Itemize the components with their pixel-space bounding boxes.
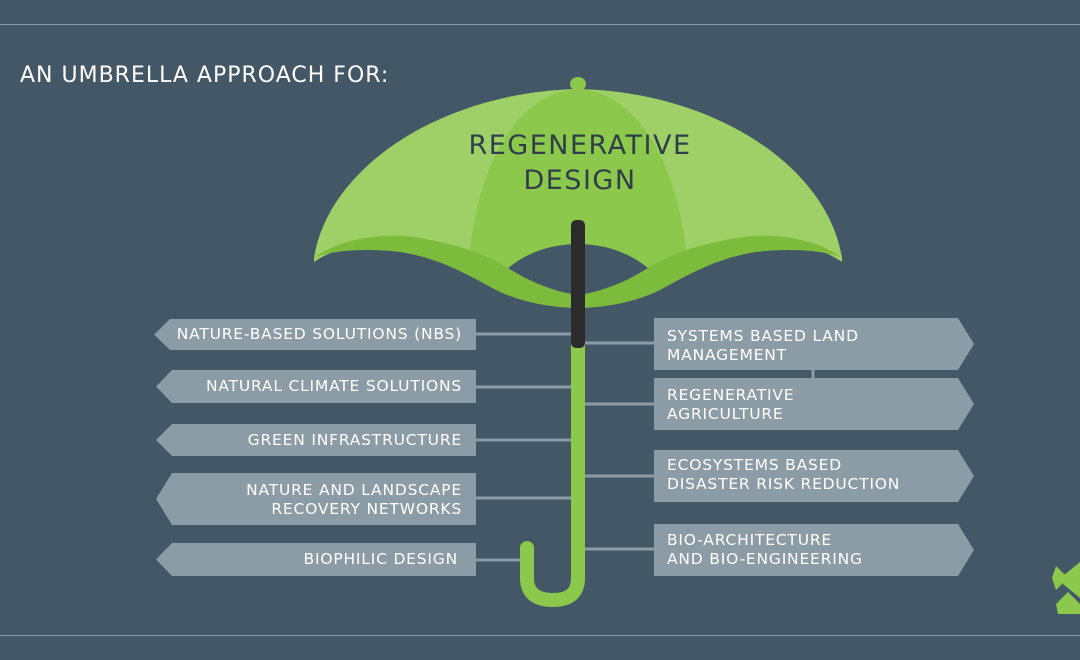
left-tag-5 [156,543,476,576]
right-tag-4 [654,524,974,576]
left-tag-3 [156,424,476,456]
left-tag-label-5: BIOPHILIC DESIGN [303,550,458,568]
umbrella-canopy [314,89,842,308]
green-x-logo-icon [1052,562,1080,614]
right-tag-shapes [654,318,974,576]
bottom-rule [0,635,1080,636]
right-tag-label-3: ECOSYSTEMS BASED DISASTER RISK REDUCTION [667,456,901,493]
umbrella-title-line-2: DESIGN [523,165,637,196]
umbrella-title: REGENERATIVE DESIGN [430,128,730,198]
left-tag-4 [156,473,476,525]
top-rule [0,24,1080,25]
left-tag-2 [156,370,476,403]
left-tag-label-1: NATURE-BASED SOLUTIONS (NBS) [176,325,462,343]
umbrella-shaft [571,220,585,348]
left-tag-shapes [154,319,476,576]
right-tag-label-2: REGENERATIVE AGRICULTURE [667,386,795,423]
left-tag-1 [154,319,476,350]
left-tag-label-4: NATURE AND LANDSCAPE RECOVERY NETWORKS [246,481,462,518]
umbrella-handle [520,333,585,608]
right-tag-3 [654,450,974,502]
right-tag-1 [654,318,974,370]
left-tag-label-3: GREEN INFRASTRUCTURE [247,431,462,449]
right-tag-2 [654,378,974,430]
page-heading: AN UMBRELLA APPROACH FOR: [20,63,390,88]
left-tag-label-2: NATURAL CLIMATE SOLUTIONS [205,377,462,395]
right-tag-label-1: SYSTEMS BASED LAND MANAGEMENT [667,327,859,364]
connector-lines [476,332,654,562]
umbrella-title-line-1: REGENERATIVE [468,130,692,161]
right-tag-label-4: BIO-ARCHITECTURE AND BIO-ENGINEERING [667,531,863,568]
